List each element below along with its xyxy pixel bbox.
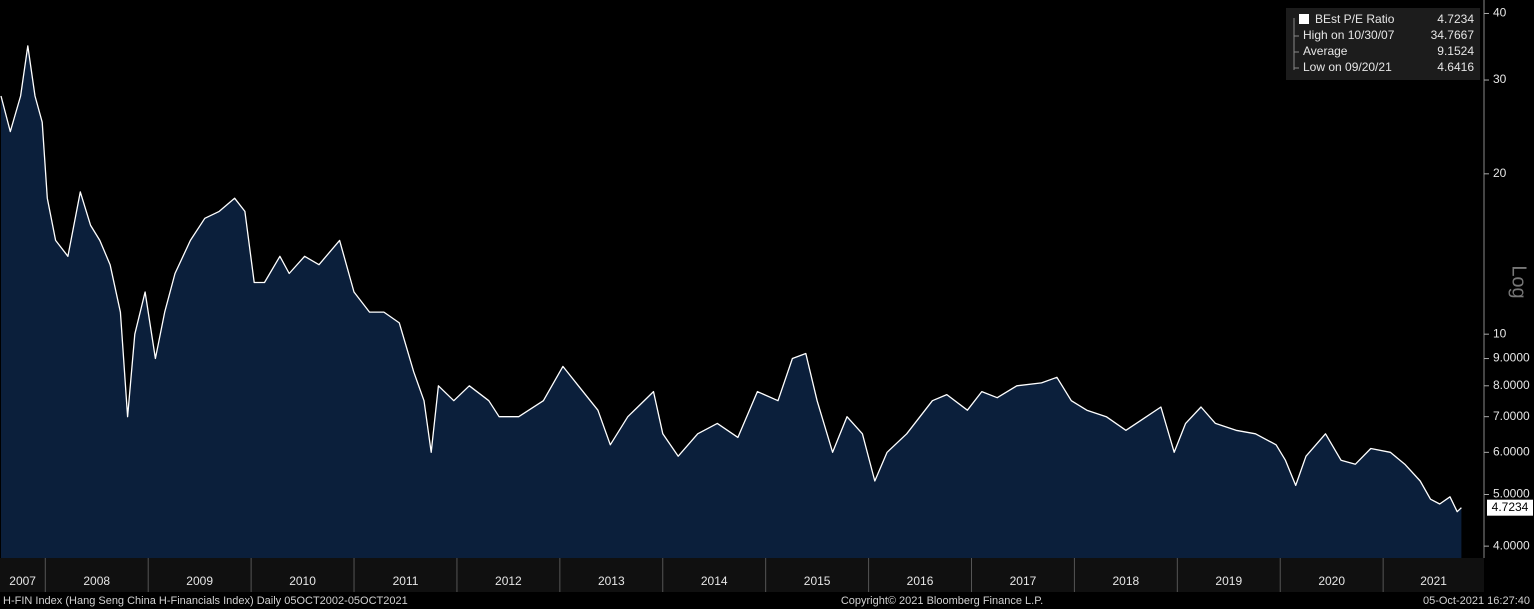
y-tick-label: 30 — [1493, 72, 1507, 86]
y-tick-label: 5.0000 — [1493, 487, 1530, 501]
y-tick-label: 8.0000 — [1493, 378, 1530, 392]
x-tick-label: 2021 — [1420, 574, 1447, 588]
y-tick-label: 9.0000 — [1493, 351, 1530, 365]
plot-area — [0, 45, 1462, 558]
footer-center: Copyright© 2021 Bloomberg Finance L.P. — [841, 595, 1043, 607]
legend-box — [1286, 8, 1480, 80]
legend-stat-label: Low on 09/20/21 — [1303, 60, 1392, 74]
x-tick-label: 2018 — [1113, 574, 1140, 588]
legend-stat-label: High on 10/30/07 — [1303, 28, 1395, 42]
last-value-label: 4.7234 — [1492, 500, 1529, 514]
x-tick-label: 2019 — [1215, 574, 1242, 588]
x-tick-label: 2010 — [289, 574, 316, 588]
legend-stat-value: 34.7667 — [1431, 28, 1475, 42]
x-tick-label: 2017 — [1010, 574, 1037, 588]
x-tick-label: 2012 — [495, 574, 522, 588]
legend-stat-label: Average — [1303, 44, 1348, 58]
y-tick-label: 10 — [1493, 326, 1507, 340]
y-tick-label: 6.0000 — [1493, 445, 1530, 459]
x-tick-label: 2016 — [907, 574, 934, 588]
legend-stat-value: 4.6416 — [1437, 60, 1474, 74]
legend-swatch — [1299, 14, 1309, 24]
x-tick-label: 2015 — [804, 574, 831, 588]
footer-left: H-FIN Index (Hang Seng China H-Financial… — [3, 595, 408, 607]
line — [0, 45, 1462, 513]
x-tick-label: 2008 — [83, 574, 110, 588]
y-tick-label: 20 — [1493, 166, 1507, 180]
x-tick-label: 2020 — [1318, 574, 1345, 588]
area — [1, 45, 1462, 558]
x-tick-label: 2013 — [598, 574, 625, 588]
x-tick-label: 2009 — [186, 574, 213, 588]
y-tick-label: 4.0000 — [1493, 538, 1530, 552]
x-tick-label: 2007 — [9, 574, 36, 588]
x-tick-label: 2011 — [393, 574, 419, 588]
axes: 4.0000 5.0000 6.0000 7.0000 8.0000 9.0000 10 20… — [9, 0, 1533, 592]
legend-name: BEst P/E Ratio — [1315, 12, 1395, 26]
legend-stat-value: 9.1524 — [1437, 44, 1474, 58]
last-value-box — [1487, 499, 1533, 516]
footer-right: 05-Oct-2021 16:27:40 — [1423, 595, 1530, 607]
legend: BEst P/E Ratio 4.7234 High on 10/30/07 34.7… — [1286, 8, 1480, 80]
legend-value: 4.7234 — [1437, 12, 1474, 26]
y-tick-label: 40 — [1493, 6, 1507, 20]
x-tick-label: 2014 — [701, 574, 728, 588]
y-tick-label: 7.0000 — [1493, 409, 1530, 423]
y-axis-label: Log — [1508, 265, 1530, 298]
x-axis-band — [0, 558, 1484, 592]
